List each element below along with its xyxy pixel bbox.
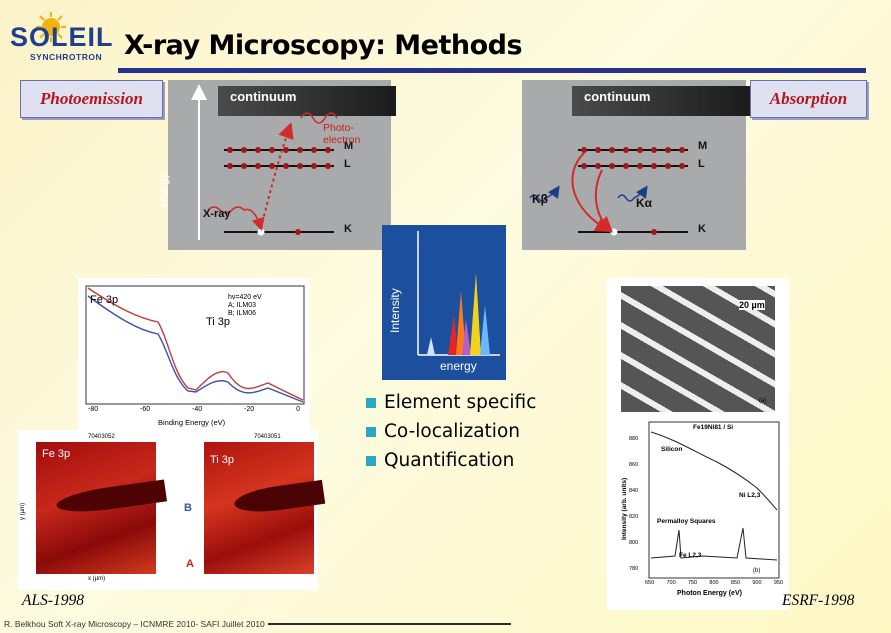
emission-spectrum: Intensity energy [382, 225, 506, 380]
maps-ylabel: y (µm) [20, 502, 26, 520]
fe-ni-label: Fe19Ni81 / Si [693, 424, 734, 431]
sun-icon [36, 12, 66, 42]
photoelectron-label: Photo-electron [323, 122, 361, 146]
level-k: K [344, 223, 352, 235]
marker-a: A [186, 558, 194, 570]
fe-map [36, 442, 167, 574]
marker-b: B [184, 502, 192, 514]
legend-a: A; ILM03 [228, 302, 257, 309]
ytick: 840 [629, 488, 639, 494]
ytick: 800 [629, 540, 639, 546]
legend-b: B; ILM06 [228, 310, 257, 317]
energy-axis-label: energy [158, 172, 170, 208]
bullet-icon [366, 455, 376, 466]
ytick: 860 [629, 462, 639, 468]
photoemission-diagram: continuum M L K Photo-electron X-ray ene… [158, 80, 396, 250]
fe-map-label: Fe 3p [42, 448, 71, 460]
xtick: -20 [244, 406, 255, 413]
xtick: 850 [730, 580, 741, 586]
xps-plot: Fe 3p Ti 3p hν=420 eV A; ILM03 B; ILM06 … [78, 278, 310, 434]
fe-l-label: Fe L2,3 [679, 552, 702, 559]
title-rule [118, 68, 866, 73]
map-id-right: 70403051 [254, 434, 281, 440]
footer-text: R. Belkhou Soft X-ray Microscopy – ICNMR… [4, 619, 265, 629]
energy-levels-right [529, 147, 688, 236]
sem-xlabel: Photon Energy (eV) [677, 590, 742, 597]
energy-levels-left [191, 84, 338, 240]
panel-b-label: (b) [753, 568, 761, 574]
soleil-logo: SOLEIL SYNCHROTRON [4, 8, 116, 66]
xtick: -60 [140, 406, 151, 413]
bullet-item: Quantification [366, 446, 536, 475]
bullet-list: Element specific Co-localization Quantif… [366, 388, 536, 475]
als-tag: ALS-1998 [22, 592, 84, 609]
kbeta-label: Kβ [532, 192, 548, 206]
sem-figure: 20 µm (a) Fe19Ni81 / Si Silicon Ni L2,3 … [607, 278, 789, 610]
xray-label: X-ray [203, 208, 231, 220]
intensity-label: Intensity [388, 288, 402, 333]
sem-ylabel: Intensity (arb. units) [621, 477, 628, 540]
level-k: K [698, 223, 706, 235]
xtick: 650 [645, 580, 655, 586]
panel-a-label: (a) [759, 398, 767, 404]
level-l: L [344, 158, 351, 170]
logo-word: SOLEIL [10, 22, 114, 52]
continuum-band: continuum [218, 86, 396, 116]
absorption-tab: Absorption [750, 80, 867, 118]
fe3p-label: Fe 3p [90, 294, 119, 306]
ytick: 880 [629, 436, 639, 442]
ti3p-label: Ti 3p [206, 316, 231, 328]
spectrum-peaks [417, 231, 500, 356]
level-m: M [344, 140, 354, 152]
permalloy-label: Permalloy Squares [657, 518, 716, 525]
kalpha-label: Kα [636, 196, 653, 210]
silicon-label: Silicon [661, 446, 683, 453]
esrf-tag: ESRF-1998 [782, 592, 855, 609]
bullet-icon [366, 426, 376, 437]
xps-maps: Fe 3p Ti 3p 70403052 70403051 B A x (µm)… [18, 430, 326, 590]
xtick: 700 [666, 580, 676, 586]
continuum-band: continuum [572, 86, 750, 116]
xtick: 950 [773, 580, 783, 586]
page-title: X-ray Microscopy: Methods [124, 30, 523, 61]
bullet-item: Co-localization [366, 417, 536, 446]
ytick: 820 [629, 514, 639, 520]
hv-label: hν=420 eV [228, 294, 262, 301]
footer-rule [268, 623, 511, 625]
xtick: -40 [192, 406, 203, 413]
absorption-diagram: continuum M L K Kβ Kα [522, 80, 750, 250]
level-m: M [698, 140, 708, 152]
maps-xlabel: x (µm) [88, 576, 106, 582]
ti-map [204, 442, 326, 574]
ti-map-label: Ti 3p [210, 454, 235, 466]
xps-curves [85, 285, 305, 405]
xtick: 800 [709, 580, 719, 586]
sem-spectrum [648, 421, 780, 579]
energy-label: energy [440, 359, 477, 373]
ni-l-label: Ni L2,3 [739, 492, 761, 499]
xps-xlabel: Binding Energy (eV) [158, 418, 226, 427]
photoemission-tab: Photoemission [20, 80, 163, 118]
xtick: -80 [88, 406, 99, 413]
xtick: 0 [296, 406, 300, 413]
xtick: 900 [752, 580, 762, 586]
bullet-icon [366, 397, 376, 408]
bullet-item: Element specific [366, 388, 536, 417]
map-id-left: 70403052 [88, 434, 115, 440]
logo-subtitle: SYNCHROTRON [30, 52, 103, 62]
xtick: 750 [687, 580, 698, 586]
level-l: L [698, 158, 705, 170]
scale-bar-label: 20 µm [739, 300, 765, 310]
ytick: 780 [629, 566, 639, 572]
